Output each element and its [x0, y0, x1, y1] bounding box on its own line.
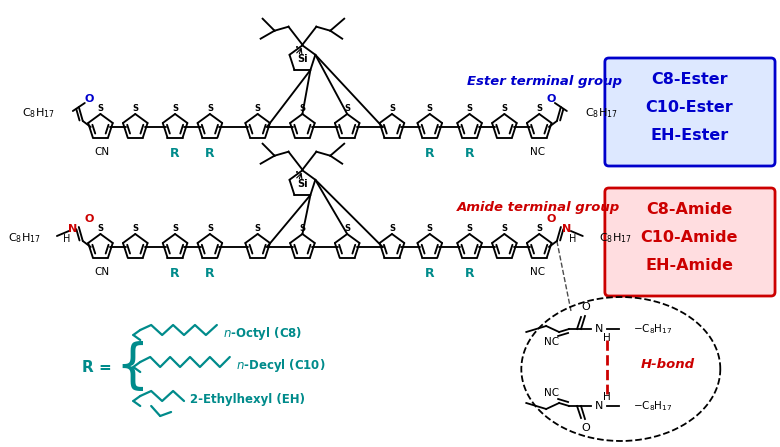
- Text: S: S: [389, 224, 395, 233]
- Text: S: S: [466, 104, 473, 114]
- FancyBboxPatch shape: [604, 58, 775, 166]
- Text: NC: NC: [544, 388, 558, 398]
- Text: H: H: [603, 392, 611, 402]
- Text: NC: NC: [530, 147, 544, 157]
- Text: S: S: [427, 224, 433, 233]
- Text: O: O: [582, 423, 590, 433]
- Text: R: R: [465, 267, 474, 280]
- Text: NC: NC: [530, 267, 544, 277]
- Text: R: R: [170, 267, 180, 280]
- Text: R: R: [425, 267, 434, 280]
- Text: S: S: [466, 224, 473, 233]
- Text: R =: R =: [82, 359, 112, 375]
- Text: C10-Ester: C10-Ester: [646, 100, 733, 114]
- Text: S: S: [344, 104, 350, 114]
- Text: R: R: [205, 147, 215, 160]
- Text: S: S: [536, 104, 542, 114]
- Text: $n$-Octyl (C8): $n$-Octyl (C8): [223, 325, 302, 342]
- Text: S: S: [254, 224, 261, 233]
- Text: C8-Amide: C8-Amide: [647, 202, 732, 216]
- Text: S: S: [133, 224, 138, 233]
- Text: S: S: [300, 224, 306, 233]
- Text: O: O: [546, 94, 555, 104]
- Text: S: S: [98, 104, 104, 114]
- Text: O: O: [546, 214, 555, 224]
- FancyBboxPatch shape: [604, 188, 775, 296]
- Text: S: S: [254, 104, 261, 114]
- Text: O: O: [582, 302, 590, 312]
- Text: R: R: [465, 147, 474, 160]
- Text: S: S: [172, 224, 178, 233]
- Text: S: S: [98, 224, 104, 233]
- Text: C$_8$H$_{17}$: C$_8$H$_{17}$: [585, 106, 618, 120]
- Text: CN: CN: [95, 267, 110, 277]
- Text: N: N: [594, 324, 603, 334]
- Text: S: S: [502, 104, 508, 114]
- Text: S: S: [502, 224, 508, 233]
- Text: C8-Ester: C8-Ester: [651, 72, 728, 87]
- Text: C$_8$H$_{17}$: C$_8$H$_{17}$: [9, 231, 41, 245]
- Text: Amide terminal group: Amide terminal group: [456, 201, 620, 214]
- Text: H: H: [63, 234, 70, 244]
- Text: Si: Si: [297, 179, 308, 189]
- Text: N: N: [594, 401, 603, 411]
- Text: CN: CN: [95, 147, 110, 157]
- Text: EH-Ester: EH-Ester: [651, 127, 729, 143]
- Text: $-$C$_8$H$_{17}$: $-$C$_8$H$_{17}$: [633, 399, 672, 413]
- Text: $-$C$_8$H$_{17}$: $-$C$_8$H$_{17}$: [633, 322, 672, 336]
- Text: S: S: [172, 104, 178, 114]
- Text: S: S: [207, 224, 213, 233]
- Text: R: R: [425, 147, 434, 160]
- Text: S: S: [389, 104, 395, 114]
- Text: O: O: [84, 214, 94, 224]
- Text: C10-Amide: C10-Amide: [640, 229, 738, 245]
- Text: S: S: [133, 104, 138, 114]
- Text: Si: Si: [297, 54, 308, 64]
- Text: S: S: [536, 224, 542, 233]
- Text: S: S: [427, 104, 433, 114]
- Text: NC: NC: [544, 337, 558, 347]
- Text: 2-Ethylhexyl (EH): 2-Ethylhexyl (EH): [190, 393, 305, 406]
- Text: •: •: [296, 45, 300, 51]
- Text: S: S: [344, 224, 350, 233]
- Text: Ester terminal group: Ester terminal group: [466, 76, 622, 89]
- Text: $n$-Decyl (C10): $n$-Decyl (C10): [236, 358, 325, 375]
- Text: H-bond: H-bond: [640, 358, 695, 371]
- Text: S: S: [300, 104, 306, 114]
- Text: R: R: [205, 267, 215, 280]
- Text: EH-Amide: EH-Amide: [646, 257, 733, 273]
- Text: R: R: [170, 147, 180, 160]
- Text: C$_8$H$_{17}$: C$_8$H$_{17}$: [22, 106, 55, 120]
- Text: H: H: [603, 333, 611, 343]
- Text: {: {: [115, 341, 149, 393]
- Text: S: S: [207, 104, 213, 114]
- Text: O: O: [84, 94, 94, 104]
- Text: H: H: [569, 234, 576, 244]
- Text: N: N: [68, 224, 77, 234]
- Text: N: N: [562, 224, 572, 234]
- Text: •: •: [296, 170, 300, 176]
- Text: C$_8$H$_{17}$: C$_8$H$_{17}$: [599, 231, 632, 245]
